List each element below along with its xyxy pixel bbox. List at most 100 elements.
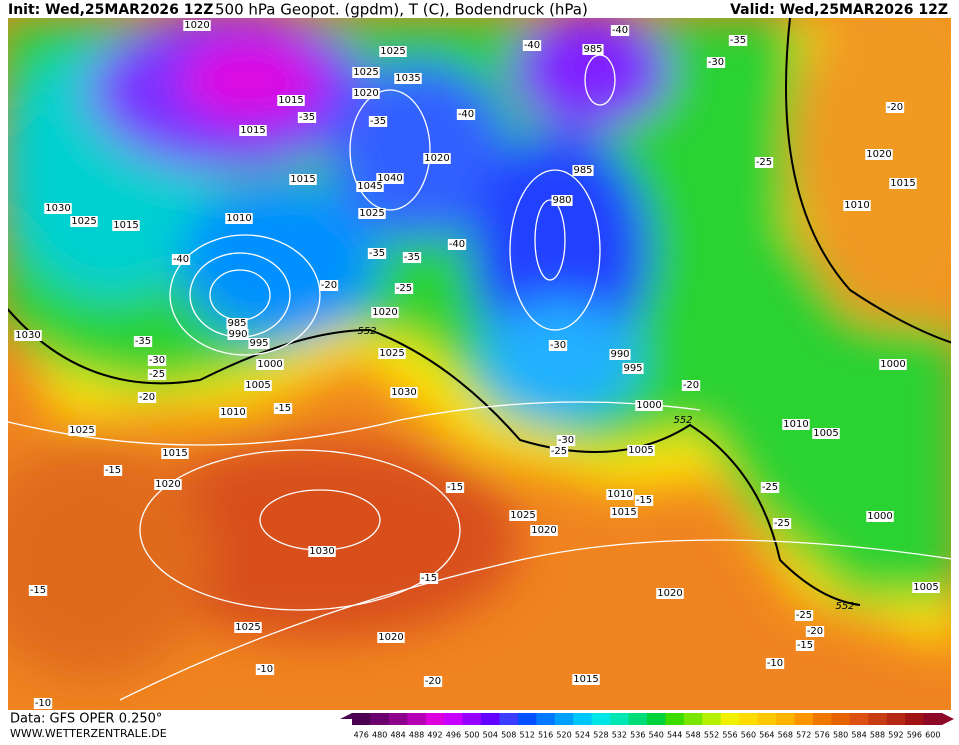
pressure-label: 990 [228, 329, 247, 340]
pressure-label: 1000 [257, 359, 282, 370]
color-box [481, 713, 500, 725]
pressure-label: 1025 [379, 348, 404, 359]
pressure-label-box [68, 425, 96, 436]
colorbar-tick-label: 568 [778, 731, 793, 740]
pressure-label-box [889, 178, 917, 189]
pressure-label-box [394, 73, 422, 84]
temperature-label: -15 [105, 465, 121, 476]
pressure-label: 1015 [611, 507, 636, 518]
pressure-label-box [183, 20, 211, 31]
pressure-label-box [509, 510, 537, 521]
pressure-label: 995 [249, 338, 268, 349]
pressure-label-box [289, 174, 317, 185]
pressure-label-box [226, 318, 248, 329]
pressure-label: 1015 [162, 448, 187, 459]
pressure-label: 1030 [45, 203, 70, 214]
pressure-label: 1010 [844, 200, 869, 211]
colorbar-tick-label: 520 [556, 731, 571, 740]
temperature-label-box [556, 435, 576, 446]
temperature-label-box [447, 239, 467, 250]
pressure-label-box [572, 674, 600, 685]
temperature-label-box [402, 252, 422, 263]
pressure-label: 985 [583, 44, 602, 55]
colorbar-tick-label: 592 [888, 731, 903, 740]
colorbar-tick-label: 596 [907, 731, 922, 740]
colorbar-tick-label: 560 [741, 731, 756, 740]
temperature-label: -35 [369, 248, 385, 259]
pressure-label-box [866, 511, 894, 522]
color-box [407, 713, 427, 725]
temperature-label-box [297, 112, 317, 123]
temperature-label: -40 [612, 25, 628, 36]
pressure-label-box [390, 387, 418, 398]
pressure-label-box [371, 307, 399, 318]
pressure-label: 1005 [813, 428, 838, 439]
pressure-label-box [358, 208, 386, 219]
temperature-label-box [137, 392, 157, 403]
temperature-label: -15 [275, 403, 291, 414]
pressure-label: 1020 [378, 632, 403, 643]
color-box [812, 713, 832, 725]
colorbar-tick-label: 540 [649, 731, 664, 740]
temperature-label-box [423, 676, 443, 687]
colorbar-tick-label: 488 [409, 731, 424, 740]
temperature-label-box [754, 157, 774, 168]
pressure-label: 1005 [245, 380, 270, 391]
temperature-label-box [255, 664, 275, 675]
colorbar-tick-label: 516 [538, 731, 553, 740]
pressure-label: 1015 [290, 174, 315, 185]
color-box [794, 713, 814, 725]
temperature-label: -10 [767, 658, 783, 669]
temperature-label: -35 [404, 252, 420, 263]
pressure-label-box [378, 348, 406, 359]
color-box [591, 713, 611, 725]
colorbar-tick-label: 492 [427, 731, 442, 740]
temperature-label-box [419, 573, 439, 584]
color-box [905, 713, 925, 725]
pressure-label: 1015 [240, 125, 265, 136]
temperature-label-box [147, 369, 167, 380]
colorbar-tick-label: 576 [815, 731, 830, 740]
pressure-label-box [219, 407, 247, 418]
temperature-label: -20 [425, 676, 441, 687]
pressure-label-box [423, 153, 451, 164]
temperature-label: -20 [683, 380, 699, 391]
color-box [462, 713, 482, 725]
pressure-label-box [256, 359, 284, 370]
pressure-label: 985 [227, 318, 246, 329]
temperature-label-box [706, 57, 726, 68]
pressure-label: 1040 [377, 173, 402, 184]
color-box [683, 713, 703, 725]
pressure-label-box [376, 173, 404, 184]
pressure-label: 1020 [424, 153, 449, 164]
colorbar-tick-label: 532 [612, 731, 627, 740]
pressure-label: 1010 [220, 407, 245, 418]
colorbar-arrow [340, 713, 352, 725]
colorbar-tick-label: 496 [446, 731, 461, 740]
pressure-label-box [912, 582, 940, 593]
pressure-label-box [812, 428, 840, 439]
pressure-label-box [44, 203, 72, 214]
pressure-label: 1025 [380, 46, 405, 57]
color-box [536, 713, 556, 725]
geopotential-label: 552 [673, 415, 692, 426]
temperature-label-box [445, 482, 465, 493]
colorbar-tick-label: 512 [520, 731, 535, 740]
pressure-label: 1030 [391, 387, 416, 398]
pressure-label-box [622, 363, 644, 374]
pressure-label-box [277, 95, 305, 106]
colorbar-tick-label: 504 [483, 731, 498, 740]
pressure-label-box [609, 349, 631, 360]
pressure-label-box [225, 213, 253, 224]
pressure-label: 980 [552, 195, 571, 206]
temperature-label: -20 [887, 102, 903, 113]
pressure-label-box [635, 400, 663, 411]
temperature-label-box [147, 355, 167, 366]
colorbar-tick-label: 480 [372, 731, 387, 740]
pressure-label-box [656, 588, 684, 599]
pressure-label: 1010 [226, 213, 251, 224]
temperature-label-box [549, 446, 569, 457]
pressure-label-box [551, 195, 573, 206]
pressure-label: 1020 [155, 479, 180, 490]
pressure-label: 1020 [657, 588, 682, 599]
